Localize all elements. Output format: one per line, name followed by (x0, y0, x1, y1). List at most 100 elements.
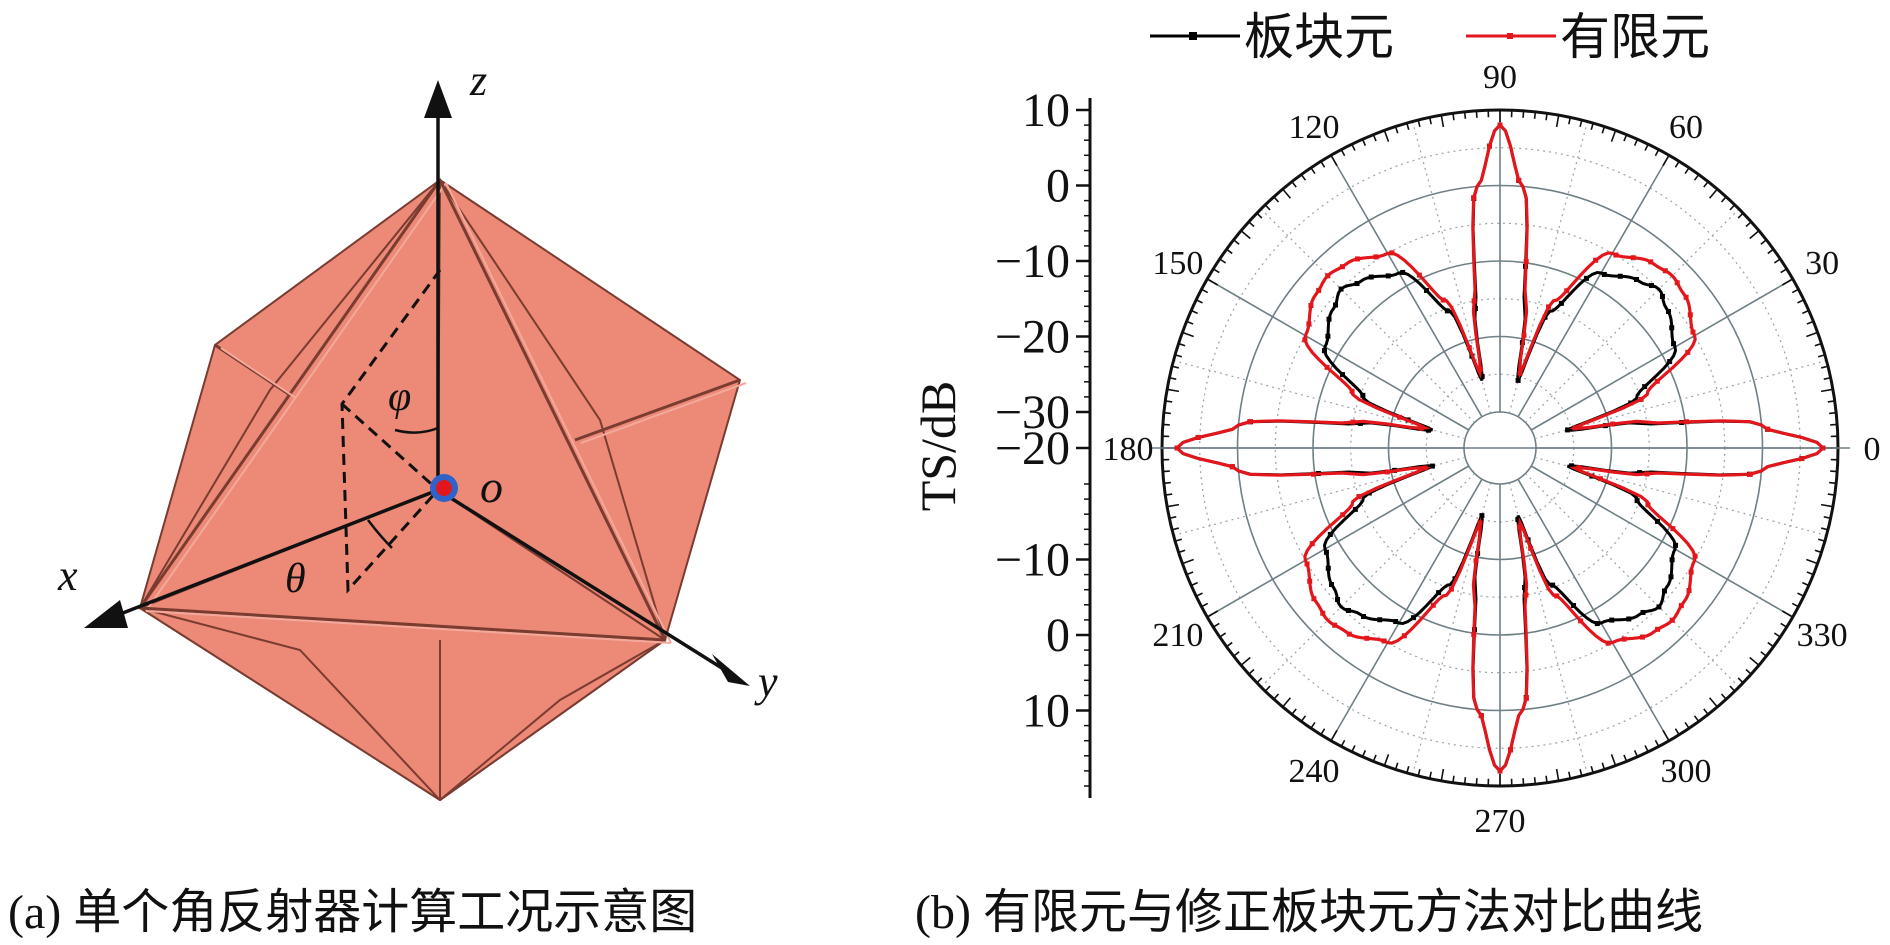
ring-tick (1240, 656, 1251, 666)
series-marker (1687, 312, 1693, 318)
ring-tick (1171, 365, 1180, 369)
ring-tick (1827, 493, 1835, 496)
grid-spoke (1173, 456, 1466, 537)
ring-tick (1693, 174, 1700, 181)
ring-tick (1745, 221, 1752, 228)
angle-tick-label: 330 (1797, 617, 1848, 654)
ring-tick (1226, 641, 1233, 648)
ring-tick (1644, 745, 1649, 753)
series-marker (1332, 622, 1338, 628)
grid-spoke (1508, 482, 1589, 775)
series-marker (1325, 333, 1331, 339)
series-marker (1670, 526, 1676, 532)
series-marker (1683, 294, 1689, 300)
radial-tick-label: −10 (995, 534, 1070, 587)
series-marker (1355, 256, 1361, 262)
series-marker (1654, 378, 1660, 384)
series-marker (1609, 617, 1615, 623)
series-marker (1669, 325, 1675, 331)
series-marker (1633, 276, 1639, 282)
series-marker (1570, 603, 1576, 609)
series-marker (1673, 542, 1679, 548)
reflector-edge-highlight (580, 382, 747, 444)
series-marker (1333, 302, 1339, 308)
series-marker (1352, 506, 1358, 512)
ring-tick (1201, 288, 1209, 294)
series-marker (1644, 471, 1650, 477)
series-marker (1356, 494, 1362, 500)
ring-tick (1361, 750, 1367, 758)
series-marker (1373, 254, 1379, 260)
series-marker (1594, 621, 1600, 627)
series-marker (1610, 421, 1616, 427)
series-marker (1350, 419, 1356, 425)
z-arrow (424, 80, 452, 118)
series-marker (1508, 747, 1514, 753)
series-marker (1444, 308, 1450, 314)
theta-arc (367, 519, 393, 549)
series-marker (1497, 768, 1503, 774)
grid-spoke (1530, 465, 1794, 618)
series-marker (1328, 581, 1334, 587)
ring-tick (1428, 771, 1432, 779)
series-marker (1515, 377, 1521, 383)
ring-tick (1169, 516, 1177, 520)
series-marker (1497, 122, 1503, 128)
series-marker (1323, 549, 1329, 555)
reflector-face (439, 639, 666, 801)
series-marker (1634, 498, 1640, 504)
series-marker (1229, 464, 1235, 470)
grid-spoke (1411, 482, 1492, 775)
series-marker (1381, 638, 1387, 644)
series-marker (1558, 300, 1564, 306)
ring-tick (1165, 493, 1173, 496)
ring-tick (1797, 592, 1805, 597)
ring-tick (1814, 549, 1822, 554)
series-marker (1418, 425, 1424, 431)
ring-tick (1797, 299, 1805, 304)
ring-tick (1171, 527, 1180, 531)
ring-tick (1186, 320, 1194, 325)
chart-legend: 板块元 有限元 (1150, 9, 1710, 65)
ring-tick (1428, 117, 1432, 125)
ring-tick (1737, 677, 1744, 684)
ring-tick (1163, 481, 1171, 485)
series-marker (1655, 518, 1661, 524)
series-marker (1640, 609, 1646, 615)
series-marker (1605, 640, 1611, 646)
ring-tick (1693, 715, 1700, 722)
series-marker (1174, 445, 1180, 451)
grid-spoke (1534, 456, 1827, 537)
ring-tick (1644, 143, 1649, 151)
ring-tick (1195, 299, 1203, 304)
ring-tick (1760, 239, 1767, 245)
x-arrow (84, 600, 128, 628)
ring-tick (1817, 354, 1826, 358)
ring-tick (1463, 777, 1467, 785)
ring-tick (1703, 708, 1709, 715)
series-marker (1310, 471, 1316, 477)
series-marker (1521, 332, 1527, 338)
ring-tick (1749, 656, 1760, 666)
ring-tick (1233, 651, 1240, 657)
ring-tick (1684, 721, 1690, 729)
ring-tick (1340, 739, 1346, 747)
ring-tick (1829, 481, 1837, 485)
ring-tick (1226, 248, 1233, 255)
ring-tick (1708, 697, 1718, 708)
ring-tick (1791, 288, 1799, 294)
grid-spoke (1173, 359, 1466, 440)
series-marker (1523, 592, 1529, 598)
ring-tick (1394, 762, 1399, 770)
series-marker (1393, 619, 1399, 625)
ring-tick (1169, 376, 1177, 380)
grid-spoke (1530, 278, 1794, 431)
ring-tick (1545, 775, 1548, 783)
ring-tick (1654, 739, 1660, 747)
series-marker (1645, 502, 1651, 508)
series-marker (1565, 427, 1571, 433)
grid-spoke (1517, 154, 1670, 418)
ring-tick (1545, 113, 1548, 121)
angle-tick-label: 150 (1152, 245, 1203, 282)
